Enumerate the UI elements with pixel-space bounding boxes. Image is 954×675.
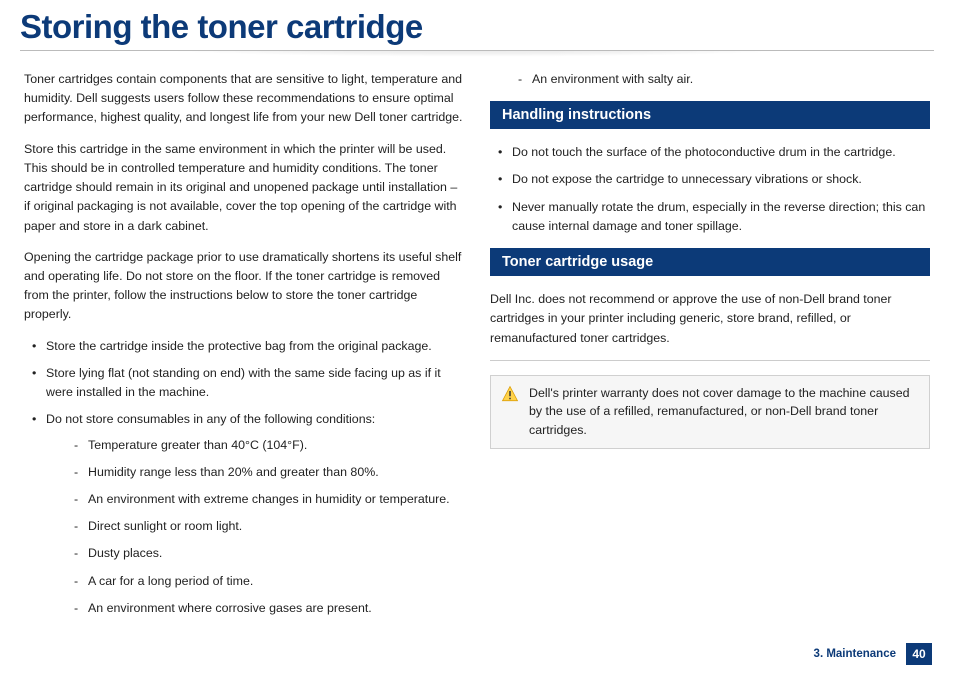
usage-heading: Toner cartridge usage [490, 248, 930, 276]
sublist-item: An environment where corrosive gases are… [46, 599, 464, 618]
list-item-text: Do not store consumables in any of the f… [46, 412, 375, 426]
content-columns: Toner cartridges contain components that… [0, 64, 954, 626]
left-column: Toner cartridges contain components that… [24, 70, 464, 626]
page-title: Storing the toner cartridge [0, 0, 954, 50]
sublist-item: Humidity range less than 20% and greater… [46, 463, 464, 482]
handling-heading: Handling instructions [490, 101, 930, 129]
list-item: Do not touch the surface of the photocon… [490, 143, 930, 162]
sublist-item: Dusty places. [46, 544, 464, 563]
divider [490, 360, 930, 361]
list-item: Store the cartridge inside the protectiv… [24, 337, 464, 356]
list-item: Store lying flat (not standing on end) w… [24, 364, 464, 402]
intro-paragraph-2: Store this cartridge in the same environ… [24, 140, 464, 236]
list-item: Do not store consumables in any of the f… [24, 410, 464, 618]
page-footer: 3. Maintenance 40 [814, 643, 932, 665]
sublist-item: An environment with extreme changes in h… [46, 490, 464, 509]
list-item: Do not expose the cartridge to unnecessa… [490, 170, 930, 189]
intro-paragraph-3: Opening the cartridge package prior to u… [24, 248, 464, 325]
intro-paragraph-1: Toner cartridges contain components that… [24, 70, 464, 128]
title-divider [20, 50, 934, 60]
usage-paragraph: Dell Inc. does not recommend or approve … [490, 290, 930, 348]
sublist-item: A car for a long period of time. [46, 572, 464, 591]
warning-text: Dell's printer warranty does not cover d… [529, 384, 919, 440]
storage-bullets: Store the cartridge inside the protectiv… [24, 337, 464, 618]
footer-page-number: 40 [906, 643, 932, 665]
right-column: An environment with salty air. Handling … [490, 70, 930, 626]
footer-chapter: 3. Maintenance [814, 648, 896, 660]
sublist-item: An environment with salty air. [490, 70, 930, 89]
handling-bullets: Do not touch the surface of the photocon… [490, 143, 930, 236]
warranty-warning: Dell's printer warranty does not cover d… [490, 375, 930, 449]
warning-icon [501, 385, 519, 403]
sublist-item: Direct sunlight or room light. [46, 517, 464, 536]
conditions-sublist-continued: An environment with salty air. [490, 70, 930, 89]
list-item: Never manually rotate the drum, especial… [490, 198, 930, 236]
conditions-sublist: Temperature greater than 40°C (104°F). H… [46, 436, 464, 619]
sublist-item: Temperature greater than 40°C (104°F). [46, 436, 464, 455]
